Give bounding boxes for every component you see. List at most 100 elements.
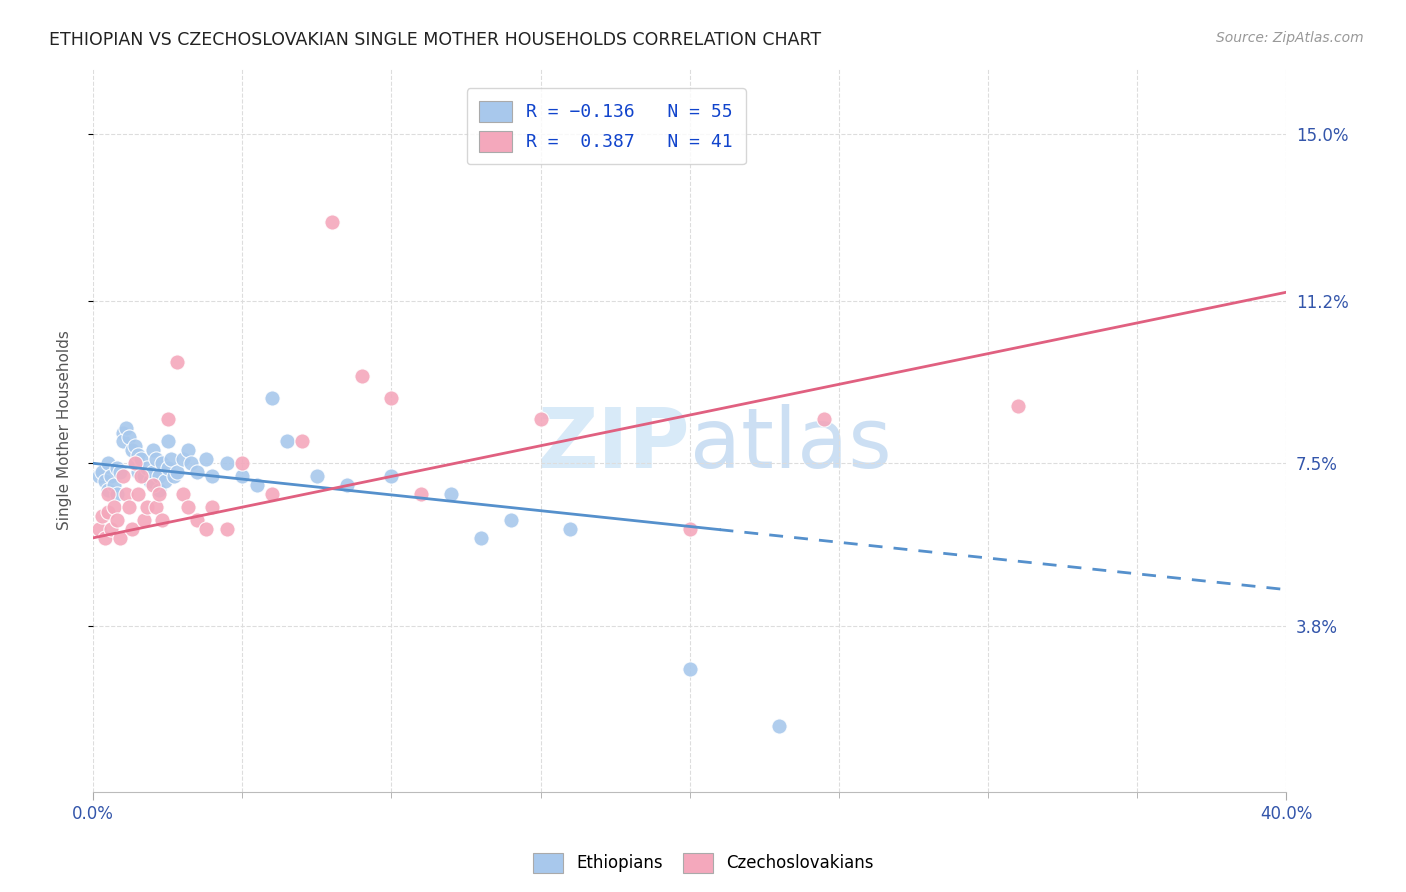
Point xyxy=(260,487,283,501)
Point xyxy=(156,412,179,426)
Point xyxy=(142,443,165,458)
Point xyxy=(121,443,143,458)
Point xyxy=(201,469,224,483)
Point xyxy=(129,451,152,466)
Point xyxy=(1007,399,1029,413)
Point xyxy=(291,434,314,449)
Point xyxy=(87,469,110,483)
Point xyxy=(138,474,160,488)
Point xyxy=(246,478,269,492)
Point xyxy=(679,663,702,677)
Point xyxy=(529,412,551,426)
Point xyxy=(156,460,179,475)
Point xyxy=(97,456,120,470)
Point xyxy=(121,522,143,536)
Point xyxy=(813,412,835,426)
Point xyxy=(148,483,170,497)
Point xyxy=(127,465,149,479)
Point xyxy=(97,483,120,497)
Point xyxy=(380,391,402,405)
Point xyxy=(118,500,141,515)
Point xyxy=(114,487,136,501)
Point xyxy=(135,460,157,475)
Point xyxy=(129,469,152,483)
Point xyxy=(177,443,200,458)
Point xyxy=(260,391,283,405)
Point xyxy=(111,425,134,440)
Point xyxy=(127,487,149,501)
Point xyxy=(108,465,131,479)
Point xyxy=(145,451,167,466)
Point xyxy=(276,434,298,449)
Point xyxy=(148,487,170,501)
Point xyxy=(97,504,120,518)
Point xyxy=(127,448,149,462)
Point xyxy=(336,478,359,492)
Point xyxy=(94,474,117,488)
Point xyxy=(87,522,110,536)
Point xyxy=(350,368,373,383)
Point xyxy=(148,469,170,483)
Point xyxy=(108,531,131,545)
Point xyxy=(103,478,125,492)
Point xyxy=(100,522,122,536)
Point xyxy=(560,522,582,536)
Point xyxy=(162,469,184,483)
Text: ETHIOPIAN VS CZECHOSLOVAKIAN SINGLE MOTHER HOUSEHOLDS CORRELATION CHART: ETHIOPIAN VS CZECHOSLOVAKIAN SINGLE MOTH… xyxy=(49,31,821,49)
Point xyxy=(217,456,239,470)
Point xyxy=(440,487,463,501)
Point xyxy=(768,719,790,733)
Point xyxy=(103,500,125,515)
Point xyxy=(118,430,141,444)
Point xyxy=(111,434,134,449)
Point xyxy=(105,460,128,475)
Point xyxy=(679,522,702,536)
Point xyxy=(100,469,122,483)
Point xyxy=(231,456,253,470)
Point xyxy=(105,513,128,527)
Y-axis label: Single Mother Households: Single Mother Households xyxy=(58,330,72,531)
Point xyxy=(114,421,136,435)
Point xyxy=(124,456,146,470)
Point xyxy=(201,500,224,515)
Point xyxy=(111,469,134,483)
Point xyxy=(145,500,167,515)
Point xyxy=(231,469,253,483)
Point xyxy=(97,487,120,501)
Legend: Ethiopians, Czechoslovakians: Ethiopians, Czechoslovakians xyxy=(526,847,880,880)
Point xyxy=(172,451,194,466)
Point xyxy=(195,451,218,466)
Point xyxy=(124,456,146,470)
Text: ZIP: ZIP xyxy=(537,404,690,485)
Point xyxy=(195,522,218,536)
Point xyxy=(91,465,114,479)
Point xyxy=(180,456,202,470)
Point xyxy=(305,469,328,483)
Point xyxy=(321,215,343,229)
Legend: R = −0.136   N = 55, R =  0.387   N = 41: R = −0.136 N = 55, R = 0.387 N = 41 xyxy=(467,88,745,164)
Point xyxy=(411,487,433,501)
Point xyxy=(177,500,200,515)
Point xyxy=(132,469,155,483)
Point xyxy=(159,451,181,466)
Point xyxy=(217,522,239,536)
Point xyxy=(142,465,165,479)
Point xyxy=(156,434,179,449)
Text: Source: ZipAtlas.com: Source: ZipAtlas.com xyxy=(1216,31,1364,45)
Point xyxy=(94,531,117,545)
Point xyxy=(380,469,402,483)
Point xyxy=(186,513,208,527)
Point xyxy=(142,478,165,492)
Point xyxy=(150,513,173,527)
Text: atlas: atlas xyxy=(690,404,891,485)
Point xyxy=(132,513,155,527)
Point xyxy=(172,487,194,501)
Point xyxy=(124,439,146,453)
Point xyxy=(186,465,208,479)
Point xyxy=(135,500,157,515)
Point xyxy=(153,474,176,488)
Point xyxy=(150,456,173,470)
Point xyxy=(91,508,114,523)
Point xyxy=(166,465,188,479)
Point xyxy=(166,355,188,369)
